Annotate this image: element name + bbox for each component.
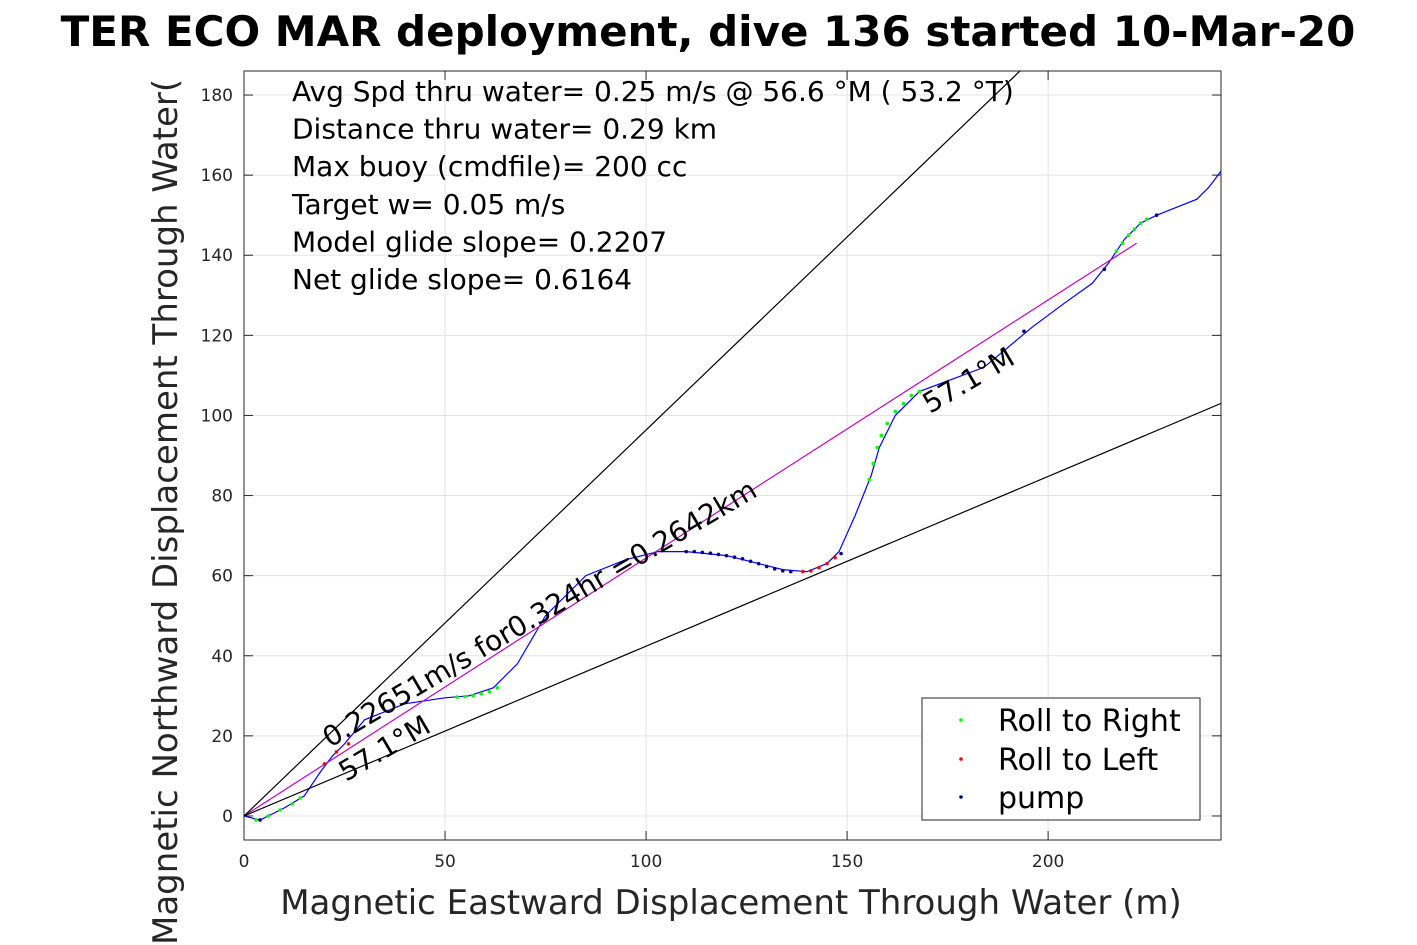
y-axis-label: Magnetic Northward Displacement Through … <box>146 79 186 945</box>
marker-roll-right <box>1138 221 1143 225</box>
marker-roll-right <box>909 393 914 398</box>
marker-roll-right <box>917 389 922 394</box>
stats-annotation: Model glide slope= 0.2207 <box>292 225 667 258</box>
marker-pump <box>1154 213 1159 217</box>
legend-marker-roll-left <box>959 757 963 761</box>
marker-roll-left <box>334 750 339 754</box>
marker-pump <box>764 564 769 569</box>
marker-roll-right <box>479 692 484 696</box>
marker-pump <box>780 569 785 573</box>
y-tick-label: 60 <box>211 567 233 587</box>
marker-roll-right <box>455 695 459 699</box>
marker-pump <box>258 818 262 822</box>
marker-roll-right <box>867 477 871 482</box>
plot-area-frame <box>243 70 1222 841</box>
stats-annotation: Target w= 0.05 m/s <box>291 188 565 221</box>
marker-roll-left <box>346 742 351 746</box>
y-tick-label: 40 <box>211 647 233 667</box>
stats-annotation: Avg Spd thru water= 0.25 m/s @ 56.6 °M (… <box>292 75 1014 108</box>
marker-roll-left <box>801 569 805 574</box>
heading-label: 57.1°M <box>917 341 1020 420</box>
marker-roll-right <box>875 445 880 450</box>
legend-box <box>921 697 1201 821</box>
x-axis-label: Magnetic Eastward Displacement Through W… <box>280 883 1182 923</box>
legend-label-pump: pump <box>998 781 1084 816</box>
series-net-track <box>244 242 1137 817</box>
x-tick-label: 0 <box>239 852 250 872</box>
marker-roll-right <box>1114 249 1119 254</box>
y-tick-label: 100 <box>201 406 233 426</box>
marker-roll-right <box>298 796 303 800</box>
marker-pump <box>748 559 753 564</box>
marker-pump <box>684 549 689 554</box>
marker-roll-right <box>266 814 270 818</box>
y-tick-label: 0 <box>222 807 233 827</box>
marker-roll-right <box>885 421 890 426</box>
series-envelope-lower <box>244 402 1221 817</box>
tick-labels: 0 50 100 150 200 0 20 40 60 80 100 120 140 160 180 <box>201 86 1065 872</box>
marker-pump <box>1022 329 1026 334</box>
series-envelope-upper <box>244 71 1021 817</box>
marker-pump <box>724 553 729 558</box>
marker-roll-right <box>487 690 492 694</box>
stats-annotation: Distance thru water= 0.29 km <box>292 113 717 146</box>
marker-roll-right <box>901 401 906 406</box>
marker-roll-right <box>1126 233 1131 238</box>
stats-annotation: Max buoy (cmdfile)= 200 cc <box>292 150 687 183</box>
x-tick-label: 200 <box>1032 852 1064 872</box>
marker-pump <box>1102 267 1107 272</box>
series-track <box>244 170 1221 821</box>
marker-roll-right <box>1132 227 1137 232</box>
x-tick-label: 100 <box>630 852 662 872</box>
marker-pump <box>788 569 793 574</box>
legend-label-roll-right: Roll to Right <box>998 704 1181 739</box>
speed-label: 0.22651m/s for0.324hr =0.2642km <box>317 473 763 754</box>
series-layer <box>244 71 1221 821</box>
marker-pump <box>740 557 745 561</box>
y-tick-label: 120 <box>201 326 233 346</box>
y-tick-label: 20 <box>211 727 233 747</box>
marker-roll-right <box>879 433 884 438</box>
marker-roll-right <box>463 694 467 699</box>
marker-roll-left <box>809 569 813 573</box>
chart-title: TER ECO MAR deployment, dive 136 started… <box>61 7 1356 56</box>
marker-roll-right <box>290 802 295 806</box>
marker-roll-left <box>322 762 327 766</box>
legend-marker-pump <box>959 795 963 799</box>
stats-annotation: Net glide slope= 0.6164 <box>292 263 632 296</box>
marker-pump <box>732 555 737 560</box>
marker-roll-right <box>471 694 475 698</box>
x-tick-label: 150 <box>831 852 863 872</box>
marker-roll-left <box>833 555 837 560</box>
y-tick-label: 140 <box>201 246 233 266</box>
marker-roll-right <box>1144 217 1149 221</box>
marker-pump <box>716 552 721 557</box>
marker-pump <box>839 551 843 556</box>
legend-label-roll-left: Roll to Left <box>998 743 1158 778</box>
marker-roll-right <box>871 461 876 466</box>
y-tick-label: 160 <box>201 166 233 186</box>
legend-marker-roll-right <box>959 718 963 722</box>
x-tick-label: 50 <box>434 852 456 872</box>
marker-roll-left <box>817 565 821 570</box>
marker-roll-right <box>278 808 282 812</box>
marker-roll-left <box>825 561 829 566</box>
y-tick-label: 180 <box>201 86 233 106</box>
y-tick-label: 80 <box>211 487 233 507</box>
marker-pump <box>756 561 761 566</box>
marker-roll-right <box>254 818 258 822</box>
marker-pump <box>700 550 705 555</box>
marker-roll-right <box>893 409 898 414</box>
marker-layer <box>254 213 1159 822</box>
marker-pump <box>708 551 713 556</box>
marker-pump <box>692 549 697 554</box>
annotations: Avg Spd thru water= 0.25 m/s @ 56.6 °M (… <box>291 75 1014 296</box>
marker-roll-right <box>495 686 500 690</box>
marker-roll-right <box>1120 241 1125 246</box>
marker-pump <box>772 567 777 571</box>
legend: Roll to Right Roll to Left pump <box>921 697 1201 821</box>
